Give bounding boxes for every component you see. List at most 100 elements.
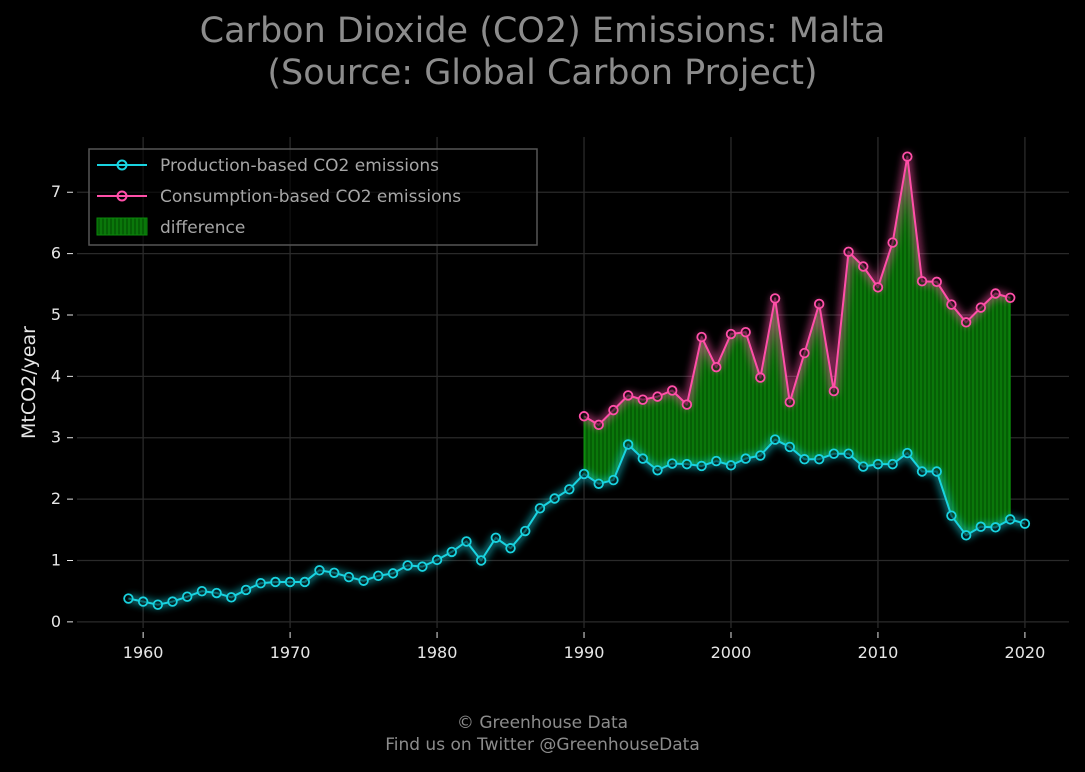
consumption-point	[681, 399, 693, 410]
consumption-point	[946, 299, 957, 310]
production-point	[887, 458, 898, 470]
legend-item-difference: difference	[96, 217, 245, 238]
consumption-point	[799, 347, 810, 359]
legend-box	[88, 148, 538, 246]
consumption-point	[711, 361, 722, 373]
production-point	[975, 521, 987, 532]
consumption-series	[578, 151, 1016, 431]
production-point	[549, 493, 560, 504]
production-point	[828, 448, 840, 459]
production-point	[652, 465, 663, 476]
y-tick-label: 2	[51, 489, 61, 508]
y-tick-label: 6	[51, 244, 61, 263]
x-tick-label: 1960	[123, 643, 164, 662]
consumption-point	[755, 372, 766, 383]
x-tick-label: 2010	[858, 643, 899, 662]
production-point	[990, 522, 1001, 533]
production-point	[226, 592, 237, 603]
production-point	[593, 478, 604, 489]
production-point	[373, 570, 384, 582]
chart-title-line2: (Source: Global Carbon Project)	[267, 53, 818, 93]
consumption-point	[578, 411, 590, 422]
production-point	[123, 593, 134, 604]
legend-production-marker	[116, 159, 128, 171]
production-point	[711, 455, 722, 467]
legend-difference-swatch	[96, 217, 148, 236]
consumption-point	[593, 419, 604, 431]
production-point	[284, 576, 296, 588]
production-point	[314, 565, 325, 576]
consumption-point	[828, 385, 840, 397]
production-point	[696, 460, 707, 472]
chart-title: Carbon Dioxide (CO2) Emissions: Malta (S…	[0, 10, 1085, 94]
production-point	[872, 458, 884, 470]
production-point	[505, 543, 516, 554]
footer: © Greenhouse Data Find us on Twitter @Gr…	[0, 712, 1085, 756]
consumption-point	[931, 276, 942, 288]
axes: 1960 1970 1980 1990 2000 2010 2020 0 1 2 3 4 5 6 7 MtCO…	[18, 182, 1045, 662]
difference-area	[583, 156, 1011, 536]
production-point	[520, 525, 531, 537]
production-point	[196, 585, 208, 597]
production-point	[270, 576, 281, 588]
production-point	[446, 546, 457, 558]
y-tick-label: 3	[51, 428, 61, 447]
production-point	[858, 461, 869, 472]
production-point	[358, 575, 369, 586]
consumption-point	[740, 326, 751, 338]
production-point	[813, 454, 825, 465]
production-point	[475, 555, 487, 566]
x-tick-label: 1970	[270, 643, 311, 662]
production-point	[725, 460, 737, 471]
production-point	[255, 577, 266, 589]
production-point	[843, 448, 854, 459]
production-point	[461, 536, 472, 547]
footer-twitter: Find us on Twitter @GreenhouseData	[385, 735, 700, 755]
x-tick-label: 2020	[1005, 643, 1046, 662]
y-tick-label: 1	[51, 550, 61, 569]
consumption-point	[696, 331, 707, 343]
consumption-point	[990, 288, 1001, 299]
consumption-point	[1005, 292, 1016, 304]
consumption-point	[769, 293, 781, 304]
production-point	[622, 439, 634, 450]
production-point	[431, 554, 443, 566]
x-tick-label: 2000	[711, 643, 752, 662]
chart-title-line1: Carbon Dioxide (CO2) Emissions: Malta	[199, 11, 886, 51]
production-point	[769, 434, 781, 445]
production-point	[402, 560, 413, 571]
consumption-point	[975, 302, 987, 313]
legend-consumption-label: Consumption-based CO2 emissions	[160, 187, 461, 207]
consumption-point	[622, 390, 634, 401]
production-point	[328, 567, 340, 578]
consumption-point	[667, 385, 678, 396]
difference-fill	[583, 156, 1011, 536]
production-point	[534, 503, 546, 514]
consumption-point	[784, 396, 795, 408]
y-tick-label: 4	[51, 366, 61, 385]
production-point	[387, 568, 399, 579]
production-series	[123, 434, 1031, 610]
production-point	[343, 571, 355, 583]
consumption-point	[916, 276, 928, 287]
production-point	[608, 474, 619, 486]
production-point	[946, 510, 957, 521]
x-tick-label: 1990	[564, 643, 605, 662]
production-point	[211, 587, 222, 599]
x-tick-label: 1980	[417, 643, 458, 662]
production-point	[240, 584, 252, 596]
production-point	[960, 530, 972, 541]
production-point	[681, 458, 693, 470]
consumption-point	[652, 391, 663, 402]
consumption-point	[843, 246, 854, 257]
production-point	[182, 591, 193, 602]
y-tick-label: 0	[51, 612, 61, 631]
legend-item-production: Production-based CO2 emissions	[97, 156, 439, 176]
production-point	[564, 484, 575, 495]
production-point	[784, 441, 795, 453]
y-tick-label: 7	[51, 182, 61, 201]
series-lines	[123, 151, 1031, 610]
production-point	[578, 468, 590, 480]
consumption-point	[887, 237, 898, 248]
